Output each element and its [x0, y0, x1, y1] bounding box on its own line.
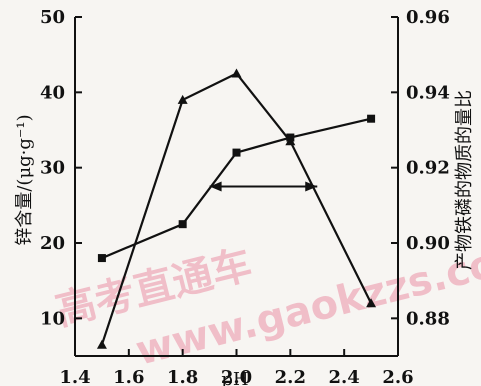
y-left-tick-label: 30: [40, 158, 65, 179]
x-tick-label: 1.6: [113, 367, 144, 386]
x-tick-label: 2.4: [329, 367, 360, 386]
y-left-tick-label: 20: [40, 233, 65, 254]
x-axis-label: pH: [221, 369, 248, 386]
zinc-data-point: [96, 339, 107, 349]
left-arrowhead: [209, 181, 222, 192]
y-left-tick-label: 40: [40, 82, 65, 103]
y-right-tick-label: 0.88: [406, 308, 450, 329]
y-right-tick-label: 0.96: [406, 7, 450, 28]
fe-p-data-point: [232, 148, 241, 157]
ticks-layer: 1.4 1.6 1.8 2.0 2.2 2.4 2.6 10 20 30 40 50 0.88 0.90 0…: [40, 7, 450, 386]
fe-p-data-point: [97, 254, 106, 263]
x-tick-label: 1.4: [59, 367, 90, 386]
fe-p-data-point: [286, 133, 295, 142]
right-arrowhead: [305, 181, 318, 192]
fe-p-ratio-line: [101, 117, 372, 260]
x-tick-label: 2.6: [382, 367, 413, 386]
labels-layer: pH 锌含量/(μg·g⁻¹) 产物铁磷的物质的量比: [14, 90, 475, 386]
zinc-data-point: [177, 94, 188, 104]
y-right-tick-label: 0.90: [406, 233, 450, 254]
x-tick-label: 2.2: [275, 367, 306, 386]
zinc-data-point: [231, 68, 242, 78]
x-tick-label: 2.0: [221, 367, 252, 386]
fe-p-data-point: [178, 220, 187, 229]
y-left-tick-label: 10: [40, 308, 65, 329]
fe-p-data-point: [367, 114, 376, 123]
series-layer: [96, 68, 377, 349]
y-right-axis-label: 产物铁磷的物质的量比: [454, 90, 475, 270]
annotations-layer: [209, 181, 318, 192]
y-left-axis-label: 锌含量/(μg·g⁻¹): [14, 114, 35, 245]
y-right-tick-label: 0.94: [406, 82, 450, 103]
zinc-data-point: [366, 298, 377, 308]
y-left-tick-label: 50: [40, 7, 65, 28]
x-tick-label: 1.8: [167, 367, 198, 386]
y-right-tick-label: 0.92: [406, 158, 450, 179]
